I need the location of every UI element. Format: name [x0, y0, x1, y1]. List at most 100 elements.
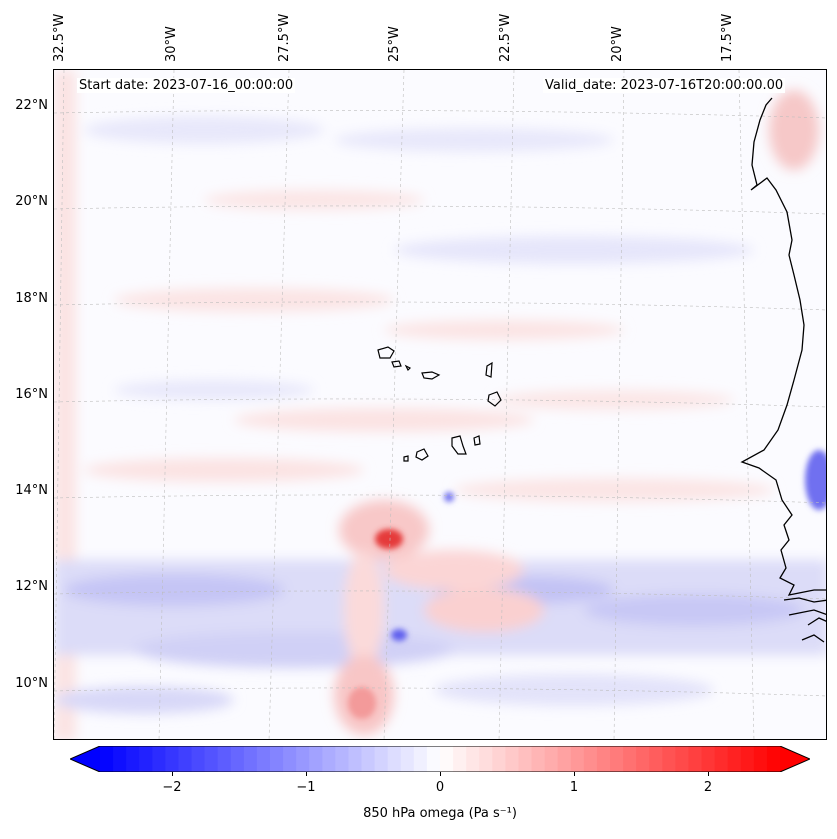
colorbar-bin	[139, 746, 153, 772]
lon-label-25w: 25°W	[387, 26, 402, 62]
map-panel[interactable]	[53, 69, 827, 740]
colorbar-bin	[610, 746, 624, 772]
island-brava	[403, 455, 409, 462]
colorbar-bin	[440, 746, 454, 772]
island-santiago	[451, 435, 467, 455]
colorbar-tick-neg2: −2	[162, 780, 182, 795]
colorbar-bin	[322, 746, 336, 772]
omega-maxima	[348, 450, 826, 719]
colorbar-bin	[714, 746, 729, 772]
colorbar-label: 850 hPa omega (Pa s⁻¹)	[363, 806, 517, 821]
colorbar-bin	[426, 746, 441, 772]
colorbar-bin	[243, 746, 258, 772]
colorbar-tickmark-1	[574, 772, 575, 776]
colorbar-bin	[479, 746, 493, 772]
colorbar-bin	[361, 746, 376, 772]
omega-field-map	[54, 70, 826, 739]
colorbar-bin	[649, 746, 663, 772]
colorbar-bin	[126, 746, 140, 772]
colorbar-bin	[727, 746, 742, 772]
colorbar-bin	[688, 746, 703, 772]
colorbar-bin	[557, 746, 572, 772]
colorbar-bin	[335, 746, 350, 772]
colorbar-tick-2: 2	[703, 780, 713, 795]
lat-label-18n: 18°N	[15, 291, 48, 306]
colorbar-bin	[113, 746, 127, 772]
colorbar-bin	[753, 746, 768, 772]
colorbar-bin	[623, 746, 637, 772]
colorbar-bin	[230, 746, 245, 772]
valid-date-label: Valid_date: 2023-07-16T20:00:00.00	[543, 78, 786, 93]
colorbar-bin	[387, 746, 402, 772]
colorbar-extend-min	[70, 746, 100, 772]
colorbar-tick-neg1: −1	[296, 780, 316, 795]
lon-label-30w: 30°W	[164, 26, 179, 62]
lon-label-17-5w: 17.5°W	[720, 13, 735, 62]
colorbar-bin	[531, 746, 546, 772]
colorbar-tickmark-2	[708, 772, 709, 776]
island-boa-vista	[487, 391, 502, 407]
colorbar-tick-1: 1	[569, 780, 579, 795]
colorbar-bin	[283, 746, 297, 772]
colorbar-bin	[374, 746, 389, 772]
colorbar-bin	[636, 746, 650, 772]
colorbar-variable: 850 hPa omega	[363, 806, 465, 821]
colorbar-bins	[70, 746, 810, 772]
lon-label-20w: 20°W	[610, 26, 625, 62]
colorbar-bin	[309, 746, 323, 772]
colorbar-bin	[296, 746, 310, 772]
colorbar-bin	[518, 746, 533, 772]
cape-verde-islands	[377, 346, 502, 462]
lat-label-16n: 16°N	[15, 387, 48, 402]
colorbar-bin	[662, 746, 676, 772]
colorbar	[70, 746, 810, 772]
island-sao-nicolau	[421, 371, 441, 380]
island-sal	[485, 361, 493, 378]
colorbar-bin	[256, 746, 271, 772]
lat-label-22n: 22°N	[15, 98, 48, 113]
colorbar-bin	[583, 746, 598, 772]
colorbar-tick-0: 0	[435, 780, 445, 795]
colorbar-bin	[217, 746, 232, 772]
colorbar-bin	[570, 746, 585, 772]
colorbar-bin	[413, 746, 428, 772]
lat-label-10n: 10°N	[15, 676, 48, 691]
colorbar-bin	[348, 746, 363, 772]
colorbar-tickmark-0	[440, 772, 441, 776]
colorbar-bin	[152, 746, 166, 772]
island-fogo	[415, 448, 429, 461]
colorbar-bin	[675, 746, 690, 772]
graticule	[54, 70, 826, 739]
colorbar-bin	[100, 746, 114, 772]
start-date-label: Start date: 2023-07-16_00:00:00	[77, 78, 296, 93]
island-sao-vicente	[391, 360, 402, 368]
colorbar-units: Pa s⁻¹	[473, 806, 512, 821]
island-santa-luzia	[404, 364, 412, 372]
colorbar-tickmark-neg2	[172, 772, 173, 776]
colorbar-bin	[204, 746, 219, 772]
omega-field-shading	[54, 70, 826, 739]
lon-label-32-5w: 32.5°W	[52, 13, 67, 62]
colorbar-bin	[740, 746, 755, 772]
colorbar-extend-max	[780, 746, 810, 772]
colorbar-bin	[400, 746, 415, 772]
colorbar-bin	[270, 746, 284, 772]
colorbar-bin	[165, 746, 180, 772]
colorbar-bin	[191, 746, 206, 772]
lat-label-12n: 12°N	[15, 579, 48, 594]
colorbar-bin	[505, 746, 520, 772]
colorbar-bin	[544, 746, 559, 772]
lon-label-27-5w: 27.5°W	[277, 13, 292, 62]
colorbar-bin	[492, 746, 506, 772]
lon-label-22-5w: 22.5°W	[498, 13, 513, 62]
island-santo-antao	[377, 346, 395, 359]
lat-label-14n: 14°N	[15, 483, 48, 498]
colorbar-bin	[596, 746, 611, 772]
island-maio	[473, 435, 481, 446]
lat-label-20n: 20°N	[15, 194, 48, 209]
colorbar-bin	[178, 746, 193, 772]
colorbar-bin	[453, 746, 467, 772]
colorbar-bin	[701, 746, 716, 772]
colorbar-bin	[766, 746, 781, 772]
colorbar-tickmark-neg1	[306, 772, 307, 776]
